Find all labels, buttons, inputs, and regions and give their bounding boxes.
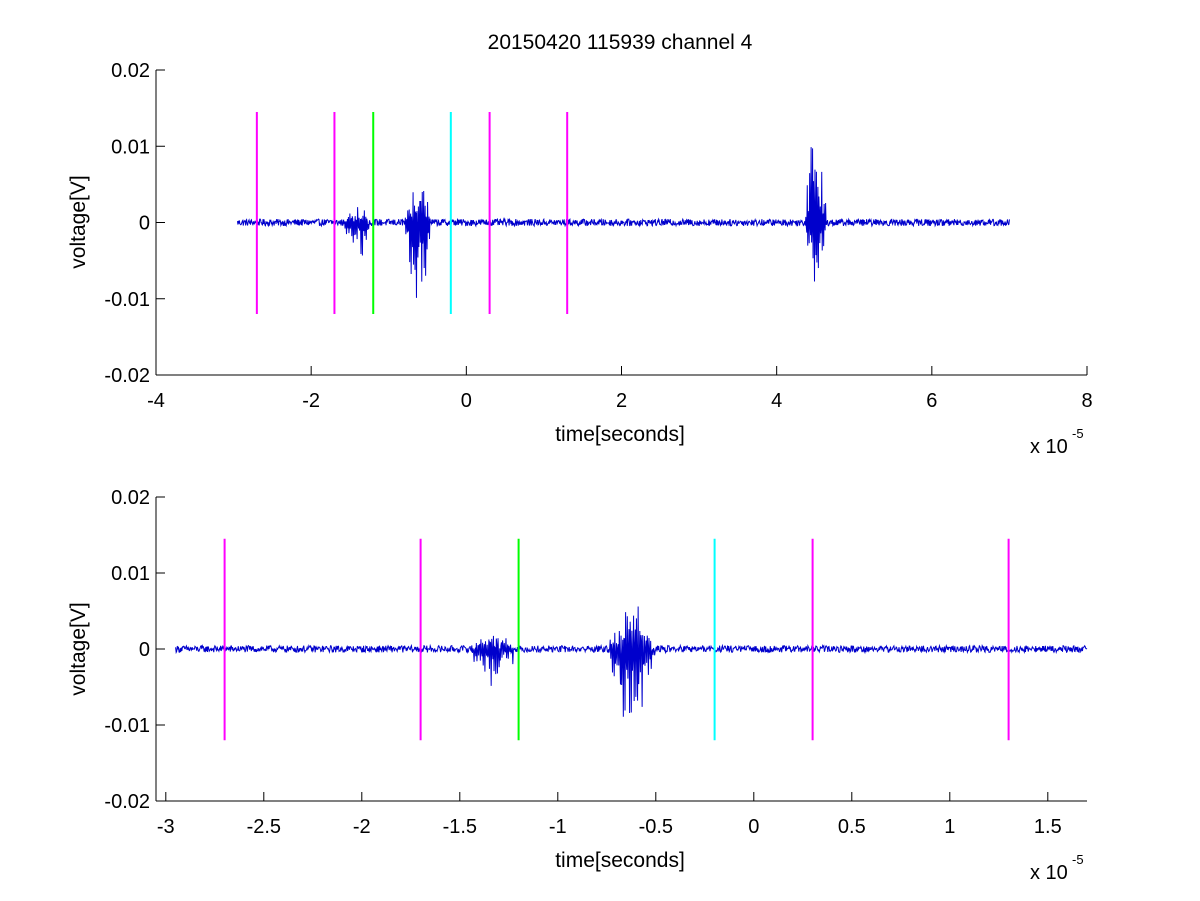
bottom-ticks: -3 -2.5 -2 -1.5 -1 -0.5 0 0.5 1 1.5 -0.02 -0.01 0 0.0… bbox=[104, 487, 1061, 838]
bottom-plot-area bbox=[175, 538, 1088, 741]
top-x-exponent: x 10 -5 bbox=[1030, 426, 1084, 458]
y-tick-label: 0.01 bbox=[111, 563, 150, 585]
x-tick-label: -0.5 bbox=[639, 816, 673, 838]
x-tick-label: 0 bbox=[461, 390, 472, 412]
x-tick-label: -2.5 bbox=[247, 816, 281, 838]
bottom-y-axis-label: voltage[V] bbox=[67, 602, 90, 695]
x-tick-label: 4 bbox=[771, 390, 782, 412]
y-tick-label: -0.02 bbox=[104, 365, 150, 387]
x-tick-label: -4 bbox=[147, 390, 165, 412]
y-tick-label: -0.01 bbox=[104, 715, 150, 737]
y-tick-label: -0.02 bbox=[104, 791, 150, 813]
bottom-x-exponent-value: -5 bbox=[1072, 852, 1084, 867]
x-tick-label: -1.5 bbox=[443, 816, 477, 838]
y-tick-label: 0.02 bbox=[111, 487, 150, 509]
top-x-multiplier: x 10 bbox=[1030, 436, 1068, 458]
top-x-exponent-value: -5 bbox=[1072, 426, 1084, 441]
x-tick-label: 0 bbox=[748, 816, 759, 838]
x-tick-label: 1 bbox=[944, 816, 955, 838]
bottom-axes: -3 -2.5 -2 -1.5 -1 -0.5 0 0.5 1 1.5 -0.02 -0.01 0 0.0… bbox=[67, 487, 1088, 884]
x-tick-label: -1 bbox=[549, 816, 567, 838]
x-tick-label: 8 bbox=[1081, 390, 1092, 412]
x-tick-label: -3 bbox=[157, 816, 175, 838]
top-y-axis-label: voltage[V] bbox=[67, 175, 90, 268]
x-tick-label: 1.5 bbox=[1034, 816, 1062, 838]
x-tick-label: -2 bbox=[353, 816, 371, 838]
top-plot-area bbox=[236, 111, 1010, 314]
y-tick-label: -0.01 bbox=[104, 289, 150, 311]
bottom-x-axis-label: time[seconds] bbox=[555, 849, 685, 872]
signal-trace bbox=[175, 606, 1088, 717]
x-tick-label: 6 bbox=[926, 390, 937, 412]
y-tick-label: 0 bbox=[139, 639, 150, 661]
y-tick-label: 0.01 bbox=[111, 136, 150, 158]
x-tick-label: 2 bbox=[616, 390, 627, 412]
x-tick-label: -2 bbox=[302, 390, 320, 412]
bottom-x-multiplier: x 10 bbox=[1030, 862, 1068, 884]
y-tick-label: 0 bbox=[139, 213, 150, 235]
top-ticks: -4 -2 0 2 4 6 8 -0.02 -0.01 0 0.01 0.02 bbox=[104, 60, 1092, 412]
top-axes: 20150420 115939 channel 4 -4 -2 0 2 4 6 8 -0.02… bbox=[67, 31, 1093, 458]
bottom-x-exponent: x 10 -5 bbox=[1030, 852, 1084, 884]
chart-title: 20150420 115939 channel 4 bbox=[488, 31, 753, 54]
y-tick-label: 0.02 bbox=[111, 60, 150, 82]
top-x-axis-label: time[seconds] bbox=[555, 423, 685, 446]
x-tick-label: 0.5 bbox=[838, 816, 866, 838]
signal-trace bbox=[236, 147, 1010, 298]
